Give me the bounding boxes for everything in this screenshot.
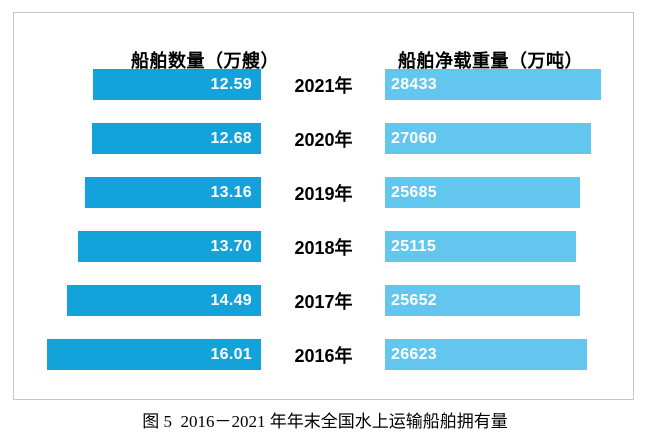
chart-row: 16.01 2016年 26623 bbox=[0, 339, 650, 370]
chart-row: 12.68 2020年 27060 bbox=[0, 123, 650, 154]
deadweight-bar: 25652 bbox=[385, 285, 580, 316]
deadweight-value: 25685 bbox=[391, 183, 437, 201]
deadweight-value: 26623 bbox=[391, 345, 437, 363]
deadweight-bar: 26623 bbox=[385, 339, 587, 370]
ship-count-value: 13.16 bbox=[210, 183, 252, 201]
chart-row: 13.70 2018年 25115 bbox=[0, 231, 650, 262]
deadweight-bar: 27060 bbox=[385, 123, 591, 154]
chart-row: 13.16 2019年 25685 bbox=[0, 177, 650, 208]
deadweight-bar: 25115 bbox=[385, 231, 576, 262]
year-label: 2021年 bbox=[294, 75, 353, 96]
ship-count-bar: 13.16 bbox=[85, 177, 261, 208]
ship-count-bar: 13.70 bbox=[78, 231, 261, 262]
figure-caption: 图 5 2016－2021 年年末全国水上运输船舶拥有量 bbox=[142, 412, 508, 431]
left-axis-title: 船舶数量（万艘） bbox=[131, 51, 279, 71]
chart-row: 12.59 2021年 28433 bbox=[0, 69, 650, 100]
ship-count-value: 14.49 bbox=[210, 291, 252, 309]
ship-count-bar: 14.49 bbox=[67, 285, 261, 316]
deadweight-value: 25115 bbox=[391, 237, 437, 255]
ship-count-bar: 12.68 bbox=[92, 123, 261, 154]
year-label: 2018年 bbox=[294, 237, 353, 258]
ship-count-bar: 12.59 bbox=[93, 69, 261, 100]
ship-count-value: 12.59 bbox=[210, 75, 252, 93]
ship-count-bar: 16.01 bbox=[47, 339, 261, 370]
year-label: 2019年 bbox=[294, 183, 353, 204]
deadweight-value: 25652 bbox=[391, 291, 437, 309]
deadweight-value: 27060 bbox=[391, 129, 437, 147]
year-label: 2017年 bbox=[294, 291, 353, 312]
chart-rows: 12.59 2021年 28433 12.68 2020年 27060 13.16 2019年… bbox=[0, 69, 650, 393]
ship-count-value: 16.01 bbox=[210, 345, 252, 363]
chart-row: 14.49 2017年 25652 bbox=[0, 285, 650, 316]
ship-count-value: 13.70 bbox=[210, 237, 252, 255]
deadweight-bar: 28433 bbox=[385, 69, 601, 100]
deadweight-bar: 25685 bbox=[385, 177, 580, 208]
year-label: 2016年 bbox=[294, 345, 353, 366]
year-label: 2020年 bbox=[294, 129, 353, 150]
deadweight-value: 28433 bbox=[391, 75, 437, 93]
ship-count-value: 12.68 bbox=[210, 129, 252, 147]
right-axis-title: 船舶净载重量（万吨） bbox=[398, 51, 583, 71]
